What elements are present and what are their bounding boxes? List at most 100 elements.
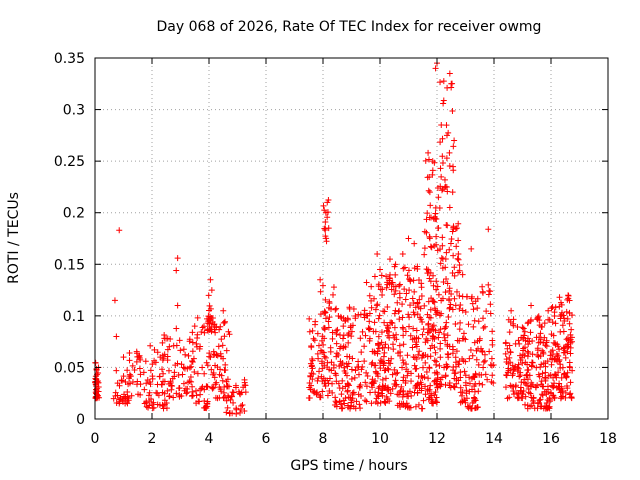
data-point [503, 356, 510, 363]
data-point [559, 322, 566, 329]
x-tick-label: 10 [371, 431, 389, 447]
data-point [428, 295, 435, 302]
data-point [547, 396, 554, 403]
data-point [160, 370, 167, 377]
data-point [314, 330, 321, 337]
data-point [369, 348, 376, 355]
data-point [372, 378, 379, 385]
data-point [175, 371, 182, 378]
data-point [338, 391, 345, 398]
data-point [515, 361, 522, 368]
data-point [485, 281, 492, 288]
data-point [389, 371, 396, 378]
data-point [436, 362, 443, 369]
data-point [561, 349, 568, 356]
data-point [448, 236, 455, 243]
data-point [519, 360, 526, 367]
data-point [185, 352, 192, 359]
data-point [311, 337, 318, 344]
data-point [200, 323, 207, 330]
data-point [533, 334, 540, 341]
data-point [422, 157, 429, 164]
data-point [427, 202, 434, 209]
data-point [420, 397, 427, 404]
data-point [386, 280, 393, 287]
data-point [394, 369, 401, 376]
data-point [173, 390, 180, 397]
data-point [457, 374, 464, 381]
data-point [400, 402, 407, 409]
data-point [372, 368, 379, 375]
data-point [456, 267, 463, 274]
data-point [415, 276, 422, 283]
data-point [180, 364, 187, 371]
data-point [122, 395, 129, 402]
data-point [126, 371, 133, 378]
data-point [386, 275, 393, 282]
data-point [188, 393, 195, 400]
data-point [558, 395, 565, 402]
data-point [459, 398, 466, 405]
data-point [561, 315, 568, 322]
data-point [197, 343, 204, 350]
data-point [189, 329, 196, 336]
y-tick-labels: 0 0.05 0.1 0.15 0.2 0.25 0.3 0.35 [54, 51, 85, 428]
data-point [224, 392, 231, 399]
data-point [441, 364, 448, 371]
data-point [137, 356, 144, 363]
data-point [366, 292, 373, 299]
data-point [398, 383, 405, 390]
data-point [356, 384, 363, 391]
data-point [444, 280, 451, 287]
data-point [437, 345, 444, 352]
data-point [208, 366, 215, 373]
data-point [133, 350, 140, 357]
data-point [391, 381, 398, 388]
data-point [319, 365, 326, 372]
data-point [342, 344, 349, 351]
data-point [445, 313, 452, 320]
data-point [520, 345, 527, 352]
data-point [185, 379, 192, 386]
data-point [176, 337, 183, 344]
data-point [440, 97, 447, 104]
x-tick-label: 12 [428, 431, 446, 447]
data-point [387, 319, 394, 326]
data-point [201, 398, 208, 405]
data-point [444, 188, 451, 195]
data-point [174, 302, 181, 309]
data-point [450, 143, 457, 150]
data-point [171, 369, 178, 376]
data-point [379, 358, 386, 365]
data-point [213, 324, 220, 331]
data-point [322, 377, 329, 384]
data-point [462, 372, 469, 379]
data-point [488, 362, 495, 369]
data-point [428, 244, 435, 251]
data-point [484, 376, 491, 383]
data-point [433, 215, 440, 222]
data-point [378, 339, 385, 346]
data-point [392, 307, 399, 314]
data-point [446, 149, 453, 156]
data-point [212, 362, 219, 369]
data-point [306, 379, 313, 386]
data-point [445, 351, 452, 358]
data-point [402, 377, 409, 384]
data-point [447, 301, 454, 308]
data-point [451, 137, 458, 144]
y-tick-label: 0 [76, 412, 85, 428]
data-point [353, 398, 360, 405]
data-point [525, 319, 532, 326]
data-point [411, 288, 418, 295]
data-point [507, 382, 514, 389]
data-point [174, 255, 181, 262]
data-point [418, 405, 425, 412]
data-point [368, 361, 375, 368]
data-point [341, 400, 348, 407]
data-point [219, 377, 226, 384]
data-point [466, 355, 473, 362]
data-point [355, 371, 362, 378]
data-point [560, 371, 567, 378]
